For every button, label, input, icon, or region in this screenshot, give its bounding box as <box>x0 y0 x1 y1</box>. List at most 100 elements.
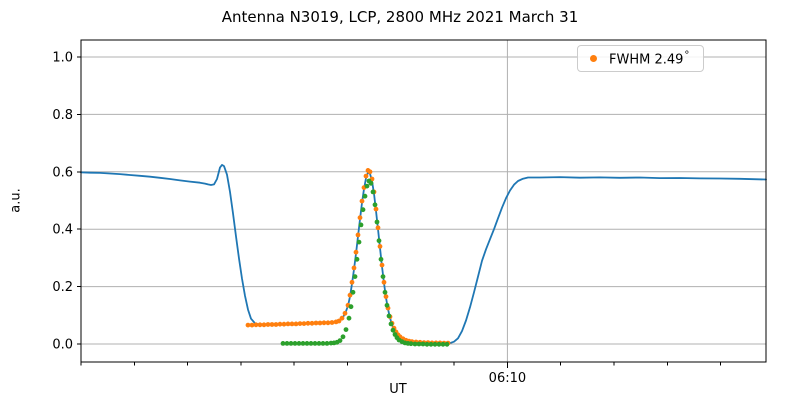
y-tick-label: 0.8 <box>52 108 73 123</box>
scan-points-orange-marker <box>349 279 355 285</box>
scan-points-orange-marker <box>363 173 369 179</box>
fit-points-green-marker <box>296 341 302 346</box>
scan-points-orange-marker <box>321 320 327 326</box>
scan-points-orange-marker <box>379 262 385 268</box>
fit-points-green-marker <box>346 315 352 321</box>
scan-points-orange-marker <box>359 198 365 204</box>
y-axis-label: a.u. <box>8 188 24 213</box>
scan-points-orange-marker <box>253 322 259 328</box>
fit-points-green-marker <box>300 341 306 346</box>
fit-points-green-marker <box>374 219 380 225</box>
fit-points-green-marker <box>316 341 322 346</box>
fit-points-green-marker <box>380 274 386 279</box>
scan-points-orange-marker <box>261 322 267 328</box>
scan-points-orange-marker <box>357 215 363 221</box>
fit-points-green-marker <box>370 189 376 195</box>
scan-points-orange-marker <box>273 322 279 327</box>
scan-points-orange-marker <box>269 322 275 327</box>
scan-points-orange-marker <box>281 321 287 327</box>
fit-points-green-marker <box>352 274 358 279</box>
fit-points-green-marker <box>388 321 394 327</box>
scan-points-orange-marker <box>325 320 331 326</box>
scan-points-orange-marker <box>367 169 373 175</box>
legend-marker-dot <box>590 55 597 62</box>
scan-points-orange-marker <box>317 320 323 326</box>
fit-points-green-marker <box>312 341 318 346</box>
scan-points-orange-marker <box>355 232 361 238</box>
x-axis-label: UT <box>389 382 407 397</box>
x-tick-label: 06:10 <box>489 371 526 386</box>
y-tick-label: 0.6 <box>52 165 73 180</box>
drift-scan-line <box>80 163 767 345</box>
fit-points-green-marker <box>343 327 349 332</box>
fit-points-green-marker <box>386 313 392 319</box>
legend: FWHM 2.49° <box>577 45 705 72</box>
scan-points-orange-marker <box>373 206 379 212</box>
fit-points-green-marker <box>358 222 364 228</box>
scan-points-orange-marker <box>265 322 271 327</box>
fit-points-green-marker <box>428 341 434 347</box>
scan-points-orange-marker <box>339 315 345 321</box>
fit-points-green-marker <box>340 334 346 340</box>
fit-points-green-marker <box>320 341 326 346</box>
scan-points-orange-marker <box>329 320 335 325</box>
fit-points-green-marker <box>378 256 384 262</box>
fit-points-green-marker <box>292 341 298 346</box>
y-tick-label: 0.0 <box>52 338 73 353</box>
y-tick-label: 1.0 <box>52 51 73 66</box>
chart-title: Antenna N3019, LCP, 2800 MHz 2021 March … <box>221 8 579 26</box>
fit-points-green-marker <box>284 341 290 346</box>
scan-points-orange-marker <box>375 225 381 231</box>
fit-points-green-marker <box>444 341 450 347</box>
fit-points-green-marker <box>324 341 330 346</box>
fit-points-green-marker <box>350 289 356 295</box>
axes-spines <box>80 39 767 363</box>
fit-points-green-marker <box>337 338 343 343</box>
fit-points-green-marker <box>308 341 314 346</box>
fit-points-green-marker <box>384 302 390 308</box>
scan-points-orange-marker <box>245 322 251 328</box>
fit-points-green-marker <box>424 341 430 347</box>
fit-points-green-marker <box>390 327 396 333</box>
scan-points-orange-marker <box>342 310 348 316</box>
legend-label: FWHM 2.49° <box>609 49 690 68</box>
scan-points-orange-marker <box>309 320 315 326</box>
scan-points-orange-marker <box>347 292 353 298</box>
fit-points-green-marker <box>368 180 374 186</box>
scan-points-orange-marker <box>289 321 295 327</box>
fit-points-green-marker <box>382 289 388 295</box>
scan-points-orange-marker <box>301 321 307 326</box>
scan-points-orange-marker <box>377 244 383 249</box>
scan-points-orange-marker <box>305 320 311 326</box>
scan-points-orange-marker <box>285 321 291 327</box>
scan-points-orange-marker <box>336 318 342 324</box>
scan-points-orange-marker <box>293 321 299 327</box>
fit-points-green-marker <box>354 256 360 262</box>
fit-points-green-marker <box>376 238 382 244</box>
scan-points-orange-marker <box>313 320 319 326</box>
y-tick-label: 0.4 <box>52 223 73 238</box>
fit-points-green-marker <box>364 183 370 189</box>
scan-points-orange-marker <box>353 249 359 255</box>
y-tick-label: 0.2 <box>52 280 73 295</box>
scan-points-orange-marker <box>257 322 263 328</box>
fit-points-green-marker <box>420 341 426 347</box>
fit-points-green-marker <box>304 341 310 346</box>
scan-points-orange-marker <box>381 279 387 285</box>
fit-points-green-marker <box>416 341 422 347</box>
fit-points-green-marker <box>440 341 446 347</box>
fit-points-green-marker <box>360 207 366 213</box>
fit-points-green-marker <box>372 202 378 208</box>
fit-points-green-marker <box>280 341 286 346</box>
fit-points-green-marker <box>356 239 362 245</box>
degree-symbol: ° <box>684 49 690 61</box>
fit-points-green-marker <box>362 193 368 199</box>
fit-points-green-marker <box>408 341 414 347</box>
scan-points-orange-marker <box>351 265 357 271</box>
fit-points-green-marker <box>348 304 354 310</box>
fit-points-green-marker <box>288 341 294 346</box>
fit-points-green-marker <box>432 341 438 347</box>
scan-points-orange-marker <box>297 321 303 326</box>
